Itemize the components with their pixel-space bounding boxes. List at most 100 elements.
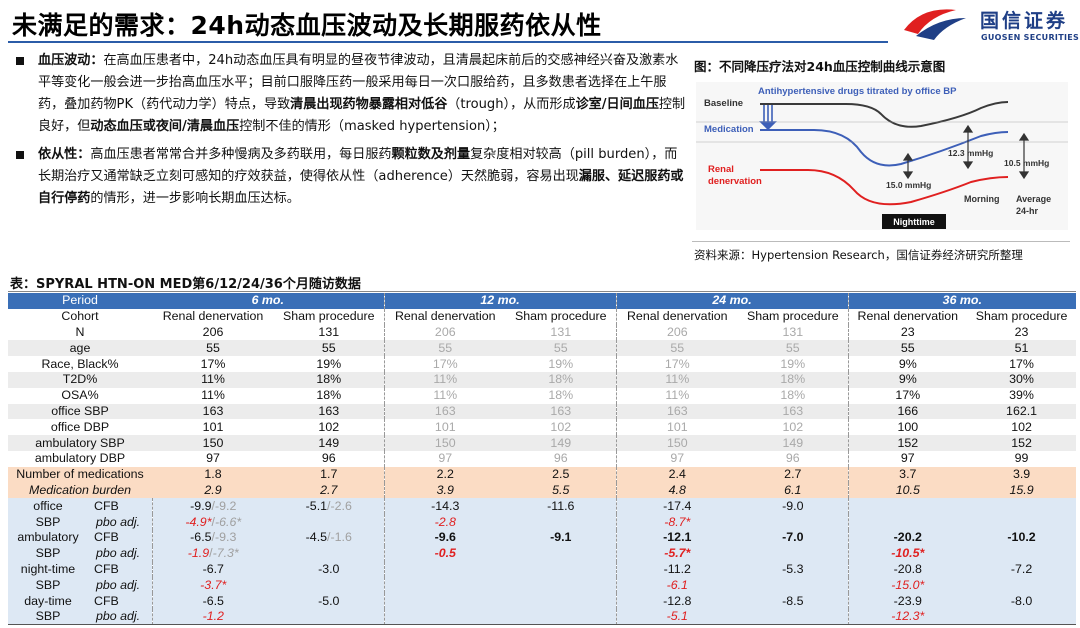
bullet-text: 诊室/日间血压: [575, 97, 659, 112]
cell-value: -6.7: [152, 561, 275, 578]
cell-value: -6.6*: [214, 514, 242, 529]
table-bottom-rule: [8, 624, 1076, 625]
cell-value: 39%: [967, 387, 1077, 404]
cell-value: 131: [506, 324, 617, 341]
down-arrows-icon: [759, 104, 777, 131]
cell-value: 162.1: [967, 403, 1077, 420]
sbp-label: SBP: [8, 514, 88, 530]
cell-value: 100: [847, 419, 968, 436]
cell-value: 101: [152, 419, 275, 436]
cell-value: 97: [847, 450, 968, 467]
cell-empty: [738, 514, 849, 530]
cell: -9.9/-9.2: [152, 498, 275, 515]
medication-curve: [760, 129, 1009, 167]
arrow-105-icon: [1018, 132, 1030, 180]
cell-value: 2.9: [152, 482, 275, 499]
period-12mo: 12 mo.: [383, 293, 617, 309]
bullet-bp-fluctuation: 血压波动：在高血压患者中，24h动态血压具有明显的昼夜节律波动，且清晨起床前后的…: [14, 50, 686, 138]
cell-value: 11%: [383, 371, 507, 388]
cell-value: 23: [847, 324, 968, 341]
cell-value: 163: [615, 403, 739, 420]
cell-value: 2.4: [615, 466, 739, 483]
cell-value: 55: [615, 340, 739, 357]
cell-value: 30%: [967, 371, 1077, 388]
cell-value: 2.5: [506, 466, 617, 483]
period-label: Period: [8, 293, 153, 309]
cell-value: 163: [738, 403, 849, 420]
cell-value: 99: [967, 450, 1077, 467]
cell-value: -10.2: [967, 529, 1077, 546]
cell-value: -3.0: [274, 561, 385, 578]
cell-value: 150: [383, 435, 507, 451]
cell-value: -5.1: [615, 608, 739, 625]
sbp-label: SBP: [8, 608, 88, 625]
cohort-label: Cohort: [8, 308, 153, 325]
cell-value: 163: [274, 403, 385, 420]
spyral-table: Period 6 mo. 12 mo. 24 mo. 36 mo. Cohort…: [8, 293, 1077, 625]
table-row: SBP pbo adj. -1.2 -5.1 -12.3*: [8, 608, 1077, 625]
cell-empty: [967, 545, 1077, 562]
cell-empty: [383, 561, 507, 578]
cell-value: 102: [967, 419, 1077, 436]
row-label: OSA%: [8, 387, 153, 404]
square-bullet-icon: [16, 151, 24, 159]
cell-value: -6.1: [615, 577, 739, 594]
table-row: SBP pbo adj. -1.9/-7.3* -0.5 -5.7* -10.5…: [8, 545, 1077, 562]
cell-value: -11.6: [506, 498, 617, 515]
cell-value: 166: [847, 403, 968, 420]
cohort-rd: Renal denervation: [383, 308, 507, 325]
table-row: ambulatory SBP 150 149 150 149 150 149 152 152: [8, 435, 1077, 451]
cell-value: -7.2: [967, 561, 1077, 578]
cell-empty: [967, 577, 1077, 594]
cell-empty: [383, 608, 507, 625]
cell-value: 23: [967, 324, 1077, 341]
table-row: office CFB -9.9/-9.2 -5.1/-2.6 -14.3 -11…: [8, 498, 1077, 515]
cell-value: 97: [615, 450, 739, 467]
cell-value: 11%: [615, 371, 739, 388]
cell-value: 1.7: [274, 466, 385, 483]
cell-value: 96: [738, 450, 849, 467]
cfb-label: CFB: [88, 529, 153, 546]
row-label: age: [8, 340, 153, 357]
table-row: Number of medications 1.8 1.7 2.2 2.5 2.4 2.7 3…: [8, 466, 1077, 483]
cell-value: 102: [738, 419, 849, 436]
cell-empty: [967, 514, 1077, 530]
table-row: N 206 131 206 131 206 131 23 23: [8, 324, 1077, 341]
row-label: office SBP: [8, 403, 153, 420]
cell-value: 18%: [506, 371, 617, 388]
cell-value: 9%: [847, 356, 968, 372]
bp-curve-figure: Antihypertensive drugs titrated by offic…: [696, 82, 1068, 230]
table-row: T2D% 11% 18% 11% 18% 11% 18% 9% 30%: [8, 371, 1077, 388]
cell-value: -2.8: [383, 514, 507, 530]
cell-value: 101: [615, 419, 739, 436]
cell-value: -8.7*: [615, 514, 739, 530]
cell-value: 149: [738, 435, 849, 451]
cell-value: 17%: [967, 356, 1077, 372]
cell-value: -20.2: [847, 529, 968, 546]
cell-value: 97: [152, 450, 275, 467]
cell-value: 4.8: [615, 482, 739, 499]
cell-empty: [383, 593, 507, 609]
cell-value: -5.7*: [615, 545, 739, 562]
row-label: Medication burden: [8, 482, 153, 499]
cell-value: 3.9: [383, 482, 507, 499]
table-top-rule: [8, 291, 1076, 292]
cell-empty: [274, 577, 385, 594]
cell-value: 131: [738, 324, 849, 341]
pbo-label: pbo adj.: [88, 514, 153, 530]
cell-sep: /: [211, 514, 215, 529]
cell-empty: [967, 608, 1077, 625]
cell-value: 18%: [738, 371, 849, 388]
cell-value: 10.5: [847, 482, 968, 499]
cfb-label: CFB: [88, 593, 153, 609]
table-row: Race, Black% 17% 19% 17% 19% 17% 19% 9% 17%: [8, 356, 1077, 372]
cell-empty: [383, 577, 507, 594]
cell-empty: [506, 577, 617, 594]
table-row: office DBP 101 102 101 102 101 102 100 102: [8, 419, 1077, 436]
group-label: day-time: [8, 593, 88, 609]
cell-value: -1.9: [187, 546, 210, 561]
cell-value: -5.0: [274, 593, 385, 609]
cell-sep: /: [327, 530, 331, 545]
bullet-text: 复杂度相对较高（pill burden），而长期治疗又通常缺乏立刻可感知的疗效获…: [38, 147, 678, 184]
cell-value: -15.0*: [847, 577, 968, 594]
